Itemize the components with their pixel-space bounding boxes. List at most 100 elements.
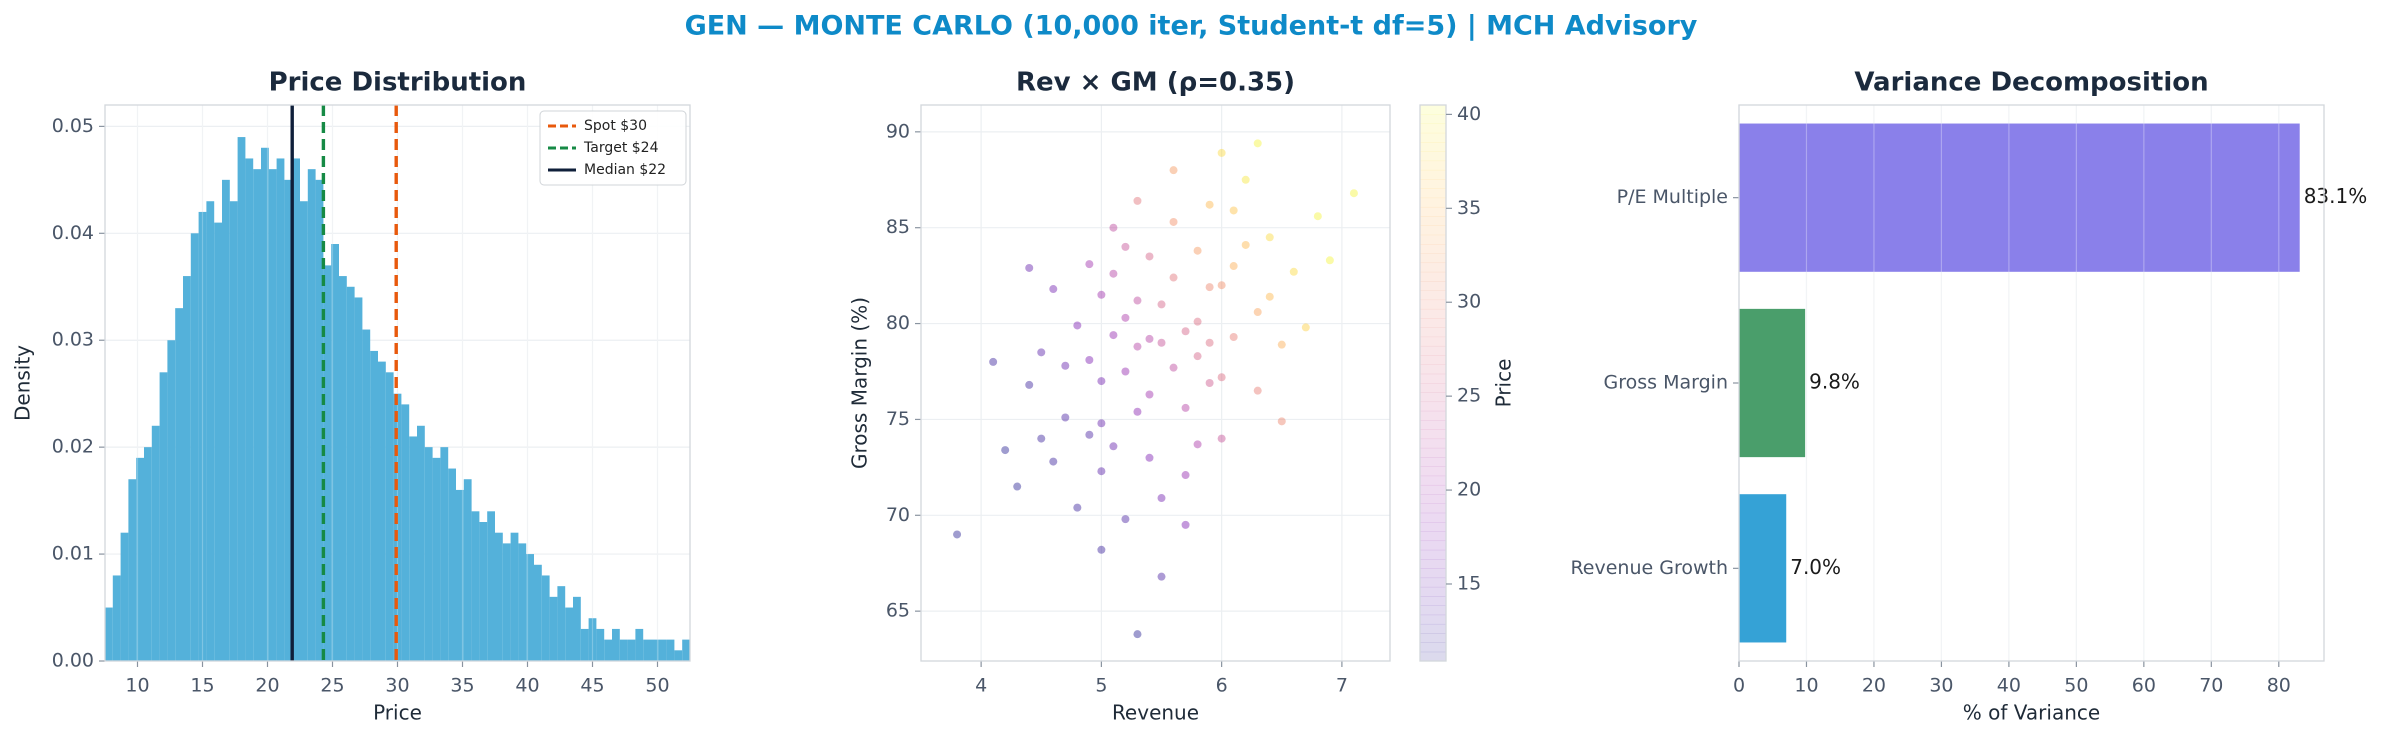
bar bbox=[1739, 123, 2300, 272]
scatter-point bbox=[1265, 292, 1274, 301]
scatter-point bbox=[1277, 417, 1286, 426]
histogram-bar bbox=[222, 179, 230, 661]
colorbar-segment bbox=[1420, 234, 1446, 245]
colorbar-segment bbox=[1420, 197, 1446, 208]
colorbar-label: Price bbox=[1492, 359, 1516, 408]
colorbar-segment bbox=[1420, 475, 1446, 486]
scatter-point bbox=[1133, 296, 1142, 305]
histogram-bar bbox=[510, 532, 519, 661]
histogram-bar bbox=[432, 457, 441, 661]
scatter-point bbox=[989, 357, 998, 366]
histogram-bar bbox=[424, 447, 433, 661]
y-tick-label: Gross Margin bbox=[1604, 372, 1728, 394]
colorbar-segment bbox=[1420, 188, 1446, 199]
scatter-point bbox=[1205, 379, 1214, 387]
histogram-bar bbox=[393, 393, 402, 661]
scatter-point bbox=[1109, 223, 1118, 232]
x-tick-label: 50 bbox=[645, 675, 669, 697]
scatter-point bbox=[1193, 440, 1202, 449]
scatter-point bbox=[1181, 471, 1190, 480]
histogram-bar bbox=[268, 169, 277, 661]
histogram-bar bbox=[440, 447, 449, 661]
x-axis-label: Price bbox=[373, 701, 422, 725]
colorbar-segment bbox=[1420, 290, 1446, 301]
scatter-point bbox=[1193, 317, 1202, 326]
histogram-bar bbox=[190, 233, 199, 662]
histogram-bar bbox=[128, 479, 137, 661]
panel-title: Rev × GM (ρ=0.35) bbox=[1016, 68, 1295, 98]
colorbar-segment bbox=[1420, 327, 1446, 338]
histogram-bar bbox=[666, 639, 675, 661]
histogram-bar bbox=[315, 179, 324, 661]
histogram-bar bbox=[378, 361, 386, 661]
x-tick-label: 10 bbox=[125, 675, 149, 697]
colorbar-segment bbox=[1420, 392, 1446, 403]
x-tick-label: 35 bbox=[450, 675, 474, 697]
scatter-point bbox=[1289, 267, 1298, 276]
colorbar-segment bbox=[1420, 633, 1446, 643]
colorbar-segment bbox=[1420, 614, 1446, 625]
histogram-bar bbox=[417, 425, 425, 661]
histogram-bar bbox=[534, 564, 542, 661]
y-tick-label: 90 bbox=[886, 120, 910, 142]
x-tick-label: 5 bbox=[1095, 675, 1107, 697]
colorbar-segment bbox=[1420, 123, 1446, 134]
histogram-bar bbox=[573, 596, 581, 661]
y-tick-label: Revenue Growth bbox=[1570, 557, 1728, 579]
histogram-bar bbox=[409, 436, 417, 661]
histogram-bar bbox=[206, 201, 215, 661]
histogram-bar bbox=[401, 404, 410, 661]
histogram-bar bbox=[682, 639, 690, 661]
histogram-bar bbox=[112, 575, 121, 661]
scatter-point bbox=[1205, 283, 1214, 292]
histogram-bar bbox=[175, 308, 183, 661]
colorbar-segment bbox=[1420, 169, 1446, 180]
scatter-point bbox=[1253, 386, 1262, 395]
scatter-point bbox=[1205, 338, 1214, 347]
histogram-bar bbox=[385, 372, 394, 661]
y-axis-label: Gross Margin (%) bbox=[848, 297, 872, 469]
value-label: 83.1% bbox=[2304, 184, 2368, 208]
colorbar-segment bbox=[1420, 336, 1446, 347]
plot-frame bbox=[104, 104, 691, 662]
colorbar-segment bbox=[1420, 466, 1446, 477]
value-label: 9.8% bbox=[1809, 370, 1860, 394]
scatter-point bbox=[1157, 494, 1166, 503]
colorbar-segment bbox=[1420, 299, 1446, 310]
scatter-point bbox=[1157, 338, 1166, 347]
colorbar-segment bbox=[1420, 206, 1446, 217]
y-tick-label: 0.05 bbox=[52, 115, 94, 137]
x-tick-label: 40 bbox=[1997, 675, 2021, 697]
colorbar-segment bbox=[1420, 522, 1446, 532]
colorbar-segment bbox=[1420, 401, 1446, 412]
scatter-point bbox=[1157, 572, 1166, 581]
colorbar-tick-label: 15 bbox=[1457, 572, 1481, 594]
colorbar-segment bbox=[1420, 531, 1446, 542]
panel-title: Price Distribution bbox=[269, 68, 527, 98]
scatter-point bbox=[1133, 342, 1142, 351]
colorbar-segment bbox=[1420, 114, 1446, 125]
colorbar-segment bbox=[1420, 244, 1446, 254]
histogram-bar bbox=[658, 639, 667, 661]
scatter-point bbox=[1145, 252, 1154, 261]
scatter-point bbox=[1121, 367, 1130, 376]
colorbar-segment bbox=[1420, 383, 1446, 393]
histogram-bar bbox=[456, 489, 464, 661]
histogram-bar bbox=[198, 211, 207, 661]
colorbar-segment bbox=[1420, 262, 1446, 273]
scatter-point bbox=[1109, 269, 1118, 278]
histogram-bar bbox=[339, 276, 347, 661]
mark-layer bbox=[105, 105, 2300, 662]
y-tick-label: 75 bbox=[886, 408, 910, 430]
x-tick-label: 30 bbox=[1929, 675, 1953, 697]
scatter-point bbox=[1085, 430, 1094, 439]
scatter-point bbox=[1073, 321, 1082, 330]
colorbar-segment bbox=[1420, 438, 1446, 449]
colorbar-segment bbox=[1420, 105, 1446, 115]
histogram-bar bbox=[565, 607, 573, 661]
histogram-bar bbox=[245, 158, 254, 661]
scatter-point bbox=[1265, 233, 1274, 242]
colorbar-segment bbox=[1420, 549, 1446, 560]
colorbar-segment bbox=[1420, 410, 1446, 421]
histogram-bar bbox=[627, 639, 636, 661]
